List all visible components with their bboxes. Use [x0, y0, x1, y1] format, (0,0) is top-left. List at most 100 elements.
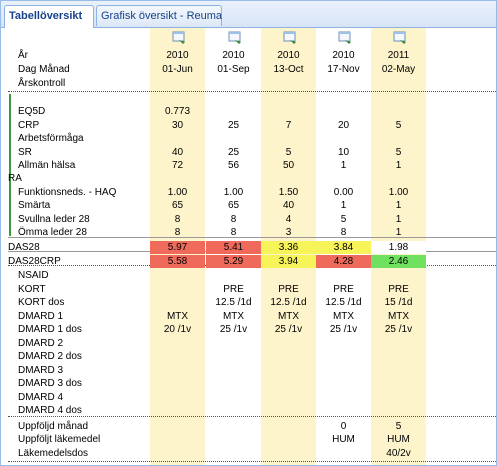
value-cell [150, 172, 205, 185]
value-cell [316, 337, 371, 350]
table-row: Svullna leder 28 8 8 4 5 1 [1, 213, 496, 226]
value-cell: 10 [337, 147, 350, 158]
row-label: DMARD 2 [18, 338, 64, 349]
value-cell [261, 269, 316, 282]
table-row: DAS28 5.97 5.41 3.36 3.84 1.98 [1, 241, 496, 254]
value-cell: HUM [332, 434, 355, 445]
date-cell: 01-Jun [162, 64, 193, 75]
table-row: Arbetsförmåga [1, 132, 496, 145]
value-cell: 40 [282, 200, 295, 211]
value-cell [261, 350, 316, 363]
table-row: DMARD 2 dos [1, 350, 496, 363]
row-label: DMARD 3 dos [18, 378, 82, 389]
value-cell [206, 337, 261, 350]
row-label: SR [18, 147, 32, 158]
value-cell [316, 132, 371, 145]
value-cell [206, 377, 261, 390]
value-cell: 1.98 [371, 241, 426, 254]
value-cell [316, 391, 371, 404]
value-cell [261, 391, 316, 404]
row-label: Uppföljd månad [18, 421, 89, 432]
value-cell: 12.5 /1d [215, 297, 252, 308]
value-cell: 40 [171, 147, 184, 158]
value-cell [150, 391, 205, 404]
value-cell: 25 [227, 147, 240, 158]
table-row: DMARD 1 MTX MTX MTX MTX MTX [1, 310, 496, 323]
value-cell [371, 404, 426, 417]
row-label: Arbetsförmåga [18, 133, 84, 144]
header-label: Dag Månad [18, 64, 70, 75]
value-cell: 8 [340, 227, 347, 238]
value-cell: 8 [230, 214, 237, 225]
value-cell [150, 420, 205, 433]
year-cell: 2010 [332, 50, 355, 61]
row-label: DMARD 3 [18, 365, 64, 376]
value-cell: MTX [166, 311, 189, 322]
row-label: DAS28 [8, 242, 40, 253]
value-cell: 3.36 [261, 241, 316, 254]
date-cell: 13-Oct [273, 64, 304, 75]
row-label: KORT [18, 284, 46, 295]
value-cell [206, 132, 261, 145]
value-cell [261, 337, 316, 350]
value-cell: 1 [395, 227, 402, 238]
value-cell [371, 172, 426, 185]
value-cell: 3 [285, 227, 292, 238]
value-cell [206, 420, 261, 433]
open-visit-icon[interactable] [393, 31, 407, 45]
open-visit-icon[interactable] [172, 31, 186, 45]
tab-grafisk-översikt[interactable]: Grafisk översikt - Reuma [96, 5, 222, 26]
tab-tabellöversikt[interactable]: Tabellöversikt [4, 5, 94, 28]
table-row: DMARD 4 [1, 391, 496, 404]
value-cell [316, 364, 371, 377]
row-label: DMARD 1 dos [18, 324, 82, 335]
value-cell [261, 447, 316, 460]
table-row: NSAID [1, 269, 496, 282]
year-cell: 2010 [222, 50, 245, 61]
value-cell: 5 [395, 147, 402, 158]
year-cell: 2010 [166, 50, 189, 61]
open-visit-icon[interactable] [283, 31, 297, 45]
row-label: DMARD 4 [18, 392, 64, 403]
value-cell [150, 433, 205, 446]
value-cell: 5 [285, 147, 292, 158]
table-row: DMARD 2 [1, 337, 496, 350]
value-cell: MTX [387, 311, 410, 322]
row-label: Svullna leder 28 [18, 214, 90, 225]
value-cell: 72 [171, 160, 184, 171]
table-row: Ömma leder 28 8 8 3 8 1 [1, 226, 496, 239]
value-cell [316, 172, 371, 185]
table-row: Läkemedelsdos 40/2v [1, 447, 496, 460]
row-label: DMARD 2 dos [18, 351, 82, 362]
value-cell: 5.29 [206, 255, 261, 268]
value-cell [371, 350, 426, 363]
value-cell: 4.28 [316, 255, 371, 268]
value-cell [206, 433, 261, 446]
row-label: Uppföljt läkemedel [18, 434, 101, 445]
value-cell: PRE [333, 284, 354, 295]
value-cell: 1 [340, 160, 347, 171]
value-cell: 56 [227, 160, 240, 171]
value-cell [261, 132, 316, 145]
table-row: DMARD 3 dos [1, 377, 496, 390]
tab-bar: Tabellöversikt Grafisk översikt - Reuma [1, 1, 496, 28]
value-cell: 0 [340, 421, 347, 432]
value-cell [371, 132, 426, 145]
value-cell [150, 337, 205, 350]
open-visit-icon[interactable] [338, 31, 352, 45]
value-cell [206, 105, 261, 118]
value-cell: 5.58 [150, 255, 205, 268]
value-cell [261, 404, 316, 417]
value-cell [261, 420, 316, 433]
value-cell: 2.46 [371, 255, 426, 268]
row-label: DMARD 4 dos [18, 405, 82, 416]
value-cell: 3.84 [316, 241, 371, 254]
value-cell: 40/2v [386, 448, 411, 459]
value-cell: 0.773 [164, 106, 191, 117]
row-label: RA [8, 173, 22, 184]
value-cell: 1 [340, 200, 347, 211]
value-cell: 25 /1v [384, 324, 413, 335]
row-label: KORT dos [18, 297, 65, 308]
row-label: EQ5D [18, 106, 46, 117]
open-visit-icon[interactable] [228, 31, 242, 45]
